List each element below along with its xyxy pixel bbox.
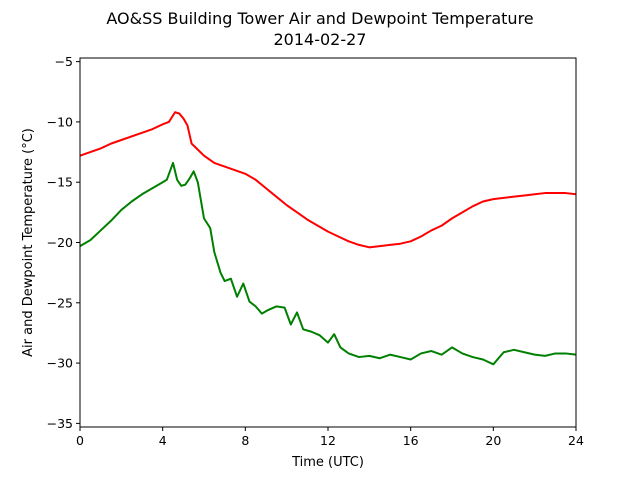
y-tick-label: −35 [47, 416, 73, 431]
chart-title: AO&SS Building Tower Air and Dewpoint Te… [106, 9, 533, 28]
y-tick-label: −20 [47, 235, 73, 250]
y-tick-label: −30 [47, 356, 73, 371]
x-tick-label: 12 [320, 433, 336, 448]
plot-frame [79, 57, 577, 428]
y-tick-label: −15 [47, 175, 73, 190]
y-tick-label: −5 [55, 54, 73, 69]
x-tick-label: 24 [568, 433, 584, 448]
y-tick-label: −10 [47, 114, 73, 129]
y-axis-label: Air and Dewpoint Temperature (°C) [21, 128, 36, 357]
x-tick-label: 0 [76, 433, 84, 448]
x-tick-label: 16 [403, 433, 419, 448]
y-axis: −35 −30 −25 −20 −15 −10 −5 [47, 54, 80, 431]
x-tick-label: 8 [241, 433, 249, 448]
series-line-2 [79, 161, 577, 366]
series-line-1 [79, 111, 577, 249]
x-tick-label: 20 [485, 433, 501, 448]
plot-area [79, 111, 577, 366]
x-tick-label: 4 [159, 433, 167, 448]
x-axis-label: Time (UTC) [291, 455, 364, 470]
y-tick-label: −25 [47, 295, 73, 310]
x-axis: 0 4 8 12 16 20 24 [76, 427, 584, 448]
chart-subtitle: 2014-02-27 [274, 30, 367, 49]
